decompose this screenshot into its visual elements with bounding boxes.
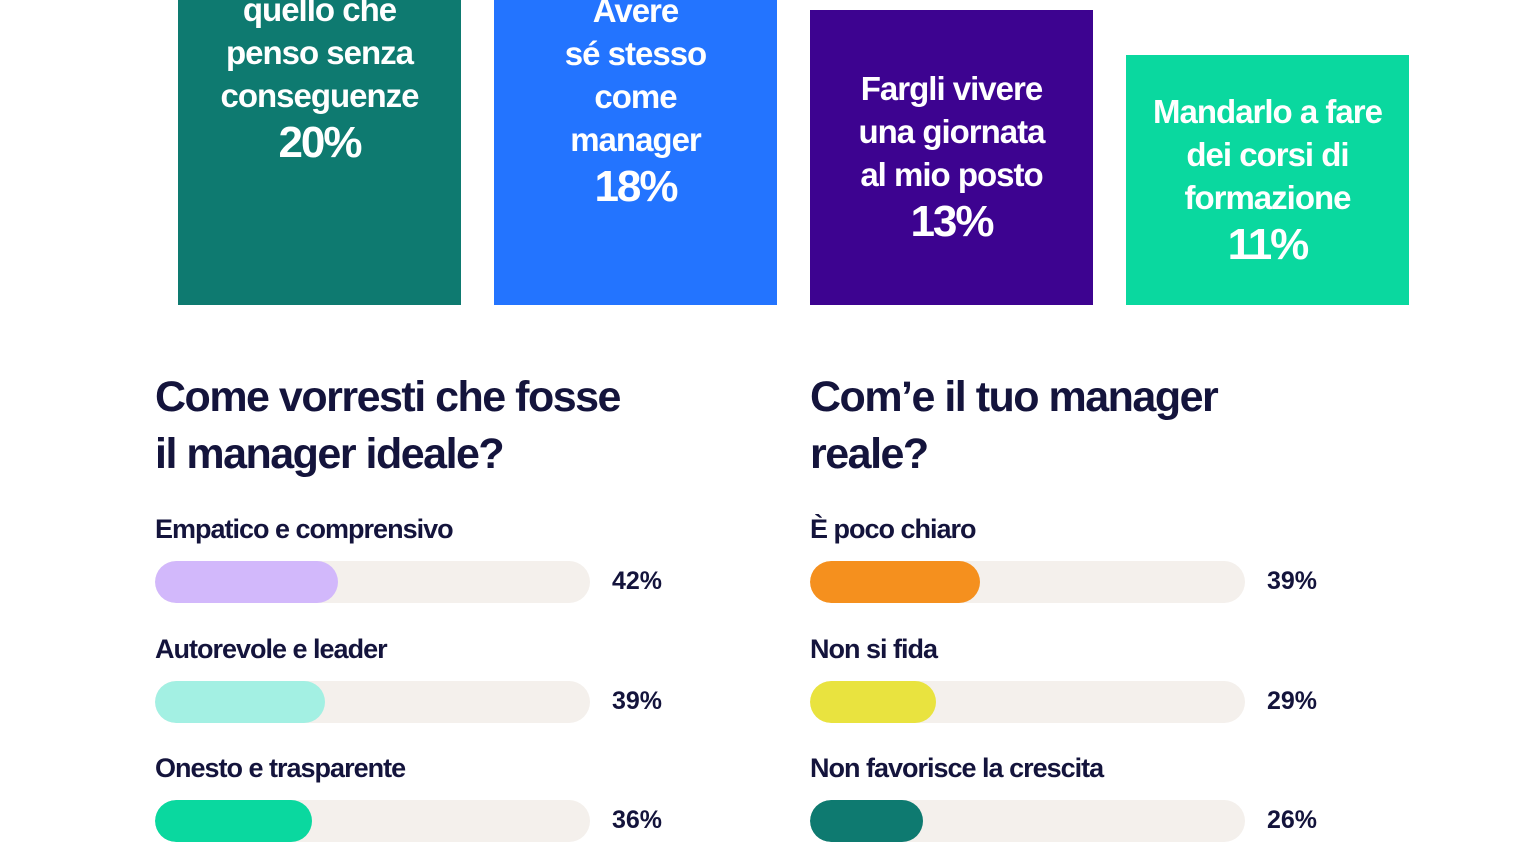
column-value: 18% [594, 161, 678, 211]
bar-track [155, 561, 590, 603]
column-label: Mandarlo a fare dei corsi di formazione [1153, 92, 1383, 216]
bar [810, 561, 980, 603]
value-label: 26% [1267, 806, 1318, 834]
bar-label: Non si fida [810, 633, 938, 664]
bar-track [810, 680, 1245, 723]
column-label: Fargli vivere una giornata al mio posto [858, 69, 1045, 193]
bar-track [810, 561, 1245, 603]
bar-track [155, 680, 590, 723]
bar [155, 680, 325, 723]
column: quello che penso senza conseguenze 20% [178, 0, 461, 305]
value-label: 39% [1267, 567, 1318, 595]
bar-track [155, 800, 590, 842]
column-value: 20% [278, 117, 362, 167]
chart-title: Come vorresti che fosse il manager ideal… [155, 373, 621, 478]
value-label: 39% [612, 686, 663, 715]
column-value: 11% [1227, 219, 1310, 269]
bar-label: Onesto e trasparente [155, 753, 406, 783]
column: Avere sé stesso come manager 18% [494, 0, 777, 305]
bar-label: È poco chiaro [810, 514, 977, 544]
bar-track [810, 800, 1245, 842]
column-label: Avere sé stesso come manager [564, 0, 707, 158]
column-value: 13% [910, 196, 994, 246]
column: Mandarlo a fare dei corsi di formazione 1… [1126, 55, 1409, 305]
column: Fargli vivere una giornata al mio posto 1… [810, 9, 1093, 305]
bar-label: Non favorisce la crescita [810, 753, 1104, 783]
value-label: 29% [1267, 686, 1318, 715]
chart-title: Com’e il tuo manager reale? [810, 373, 1219, 478]
value-label: 42% [612, 567, 663, 595]
column-label: quello che penso senza conseguenze [220, 0, 419, 114]
bar [155, 800, 312, 842]
bar-label: Empatico e comprensivo [155, 514, 454, 544]
value-label: 36% [612, 806, 663, 834]
bar [155, 561, 338, 603]
bar [810, 800, 924, 842]
bar-label: Autorevole e leader [155, 633, 388, 664]
bar [810, 680, 937, 723]
